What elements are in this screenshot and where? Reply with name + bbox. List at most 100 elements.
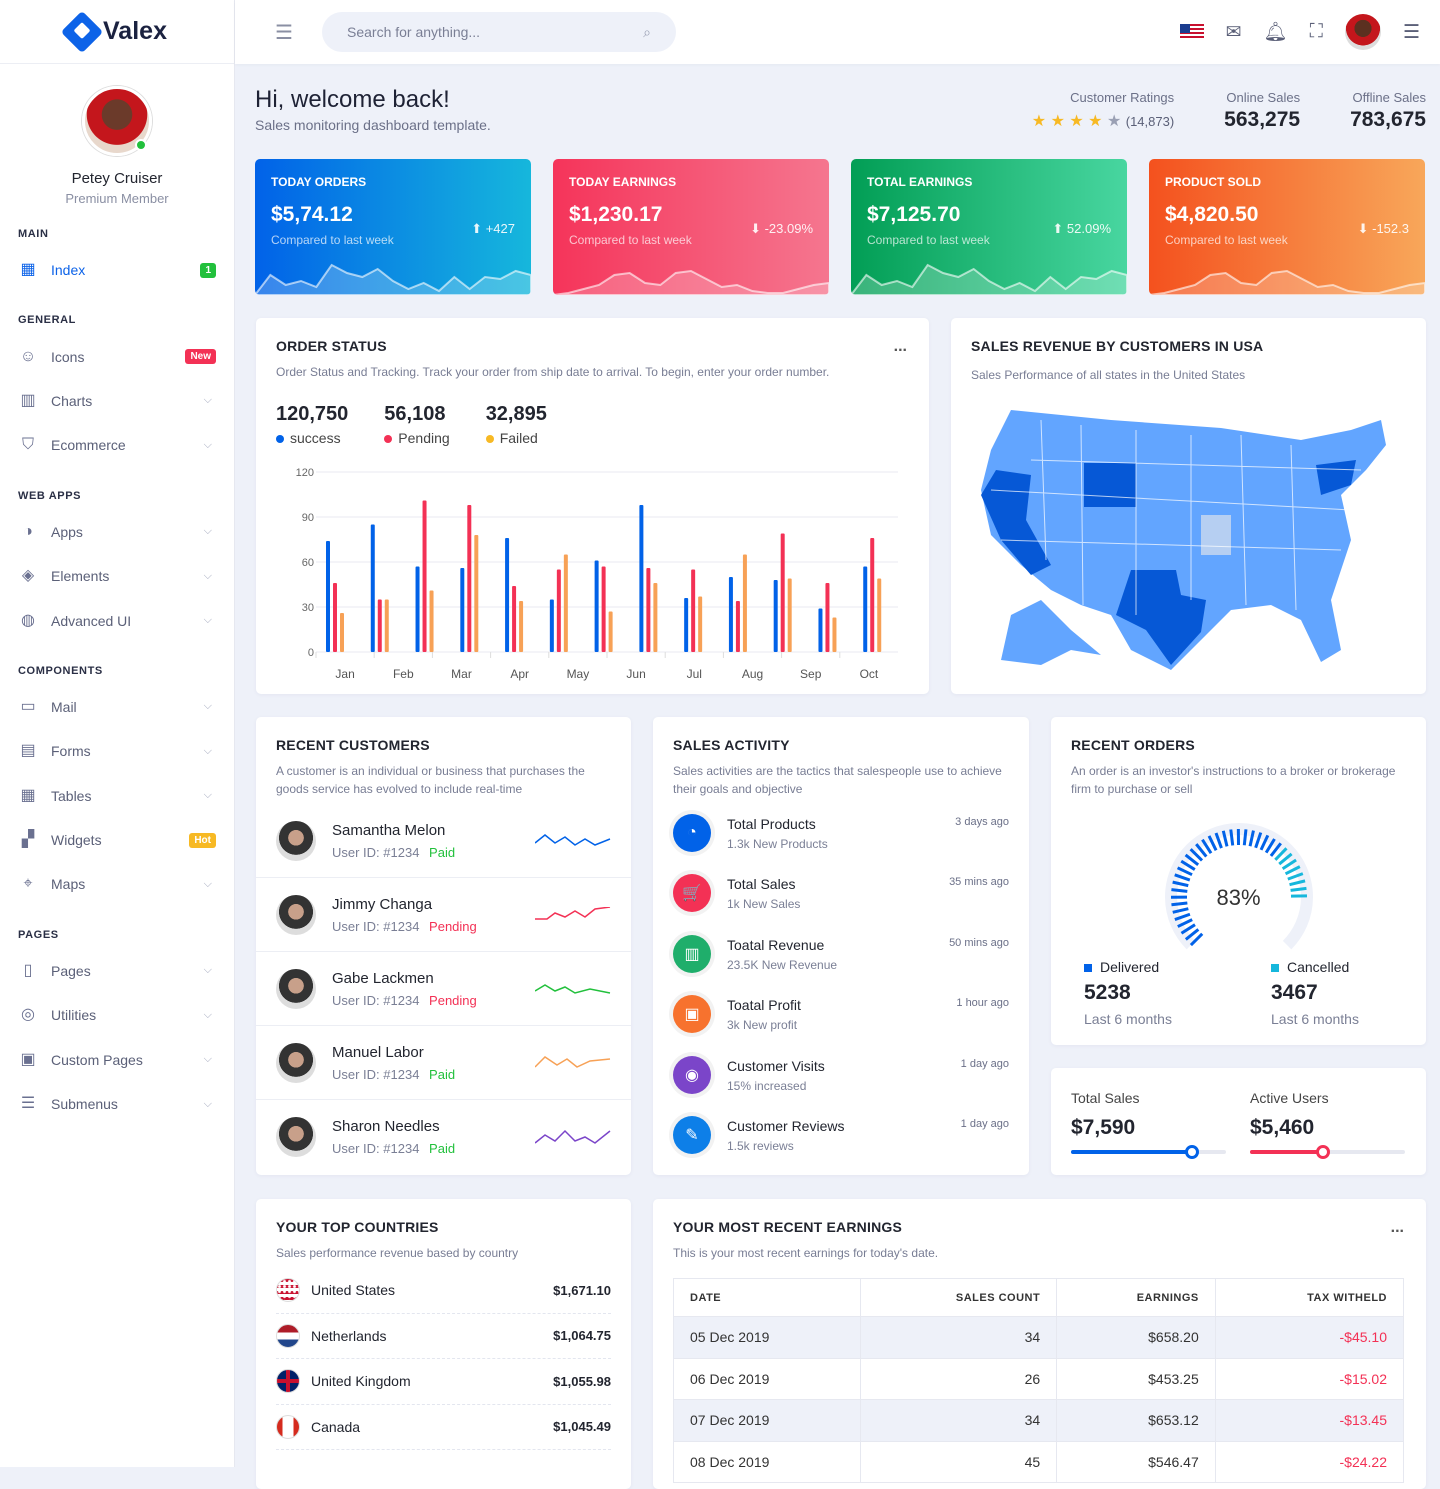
table-header[interactable]: DATE (674, 1279, 861, 1317)
sidebar-item-elements[interactable]: ◈Elements⌵ (0, 554, 234, 598)
search-input[interactable]: Search for anything... ⌕ (322, 12, 676, 52)
order-status-card: ORDER STATUS ... Order Status and Tracki… (256, 318, 929, 694)
bar-failed (474, 535, 478, 652)
payment-status: Paid (429, 1141, 455, 1156)
search-icon[interactable]: ⌕ (643, 24, 651, 41)
fullscreen-icon[interactable]: ⛶ (1310, 21, 1323, 43)
order-stat-label: Failed (486, 430, 547, 446)
menu-toggle-icon[interactable]: ☰ (275, 20, 293, 45)
search-placeholder: Search for anything... (347, 24, 480, 40)
more-options-button[interactable]: ... (1391, 1219, 1404, 1237)
sidebar-item-submenus[interactable]: ☰Submenus⌵ (0, 1082, 234, 1126)
total-sales-slider[interactable] (1071, 1150, 1226, 1154)
rating-stars: ★ ★ ★ ★ ★ (14,873) (1032, 111, 1174, 131)
usa-map[interactable] (971, 400, 1401, 680)
bar-failed (743, 555, 747, 653)
lock-icon: ▣ (18, 1051, 38, 1069)
kpi-change: ⬇ -23.09% (750, 221, 813, 237)
sidebar-item-utilities[interactable]: ◎Utilities⌵ (0, 993, 234, 1037)
sidebar-item-tables[interactable]: ▦Tables⌵ (0, 774, 234, 818)
activity-title: Customer Reviews (727, 1118, 844, 1134)
active-users-slider[interactable] (1250, 1150, 1405, 1154)
avatar[interactable] (82, 86, 152, 156)
table-cell: -$24.22 (1215, 1441, 1403, 1483)
chevron-down-icon: ⌵ (204, 439, 212, 452)
slider-handle[interactable] (1316, 1145, 1330, 1159)
mail-icon[interactable]: ✉ (1226, 21, 1242, 44)
table-header[interactable]: TAX WITHELD (1215, 1279, 1403, 1317)
bar-failed (564, 555, 568, 653)
offline-sales-value: 783,675 (1350, 108, 1426, 132)
country-row[interactable]: United Kingdom$1,055.98 (276, 1359, 611, 1405)
chevron-down-icon: ⌵ (204, 700, 212, 713)
activity-time: 50 mins ago (949, 937, 1009, 949)
card-subtitle: Order Status and Tracking. Track your or… (276, 363, 909, 381)
mail-icon: ▭ (18, 698, 38, 716)
table-cell: 34 (861, 1400, 1057, 1442)
us-flag-icon[interactable] (1180, 24, 1204, 40)
gauge-tick (1244, 829, 1246, 845)
sidebar-item-pages[interactable]: ▯Pages⌵ (0, 949, 234, 993)
sidebar-item-charts[interactable]: ▥Charts⌵ (0, 379, 234, 423)
flag-united-states-icon (276, 1278, 300, 1302)
bell-icon[interactable]: 🔔︎ (1264, 20, 1288, 44)
wallet-icon: ▣ (673, 995, 711, 1033)
sidebar-item-advanced-ui[interactable]: ◍Advanced UI⌵ (0, 598, 234, 642)
sidebar-item-maps[interactable]: ⌖Maps⌵ (0, 862, 234, 906)
total-sales-value: $7,590 (1071, 1116, 1226, 1140)
hamburger-menu-icon[interactable]: ☰ (1403, 21, 1420, 44)
header-avatar[interactable] (1345, 14, 1381, 50)
activity-time: 1 hour ago (956, 997, 1009, 1009)
x-tick-label: May (567, 667, 590, 681)
sidebar-item-apps[interactable]: ◑Apps⌵ (0, 510, 234, 554)
table-header[interactable]: SALES COUNT (861, 1279, 1057, 1317)
country-row[interactable]: United States$1,671.10 (276, 1268, 611, 1314)
country-row[interactable]: Netherlands$1,064.75 (276, 1314, 611, 1360)
logo[interactable]: Valex (0, 0, 234, 64)
more-options-button[interactable]: ... (894, 338, 907, 356)
sidebar-item-label: Elements (51, 568, 204, 584)
activity-time: 1 day ago (961, 1118, 1009, 1130)
slider-handle[interactable] (1185, 1145, 1199, 1159)
bar-pending (646, 568, 650, 652)
arrow-up-circle-icon: ⬆ (471, 221, 486, 236)
eye-icon: ◉ (673, 1056, 711, 1094)
x-tick-label: Feb (393, 667, 414, 681)
bar-success (684, 598, 688, 652)
table-header[interactable]: EARNINGS (1057, 1279, 1216, 1317)
cancelled-period: Last 6 months (1271, 1011, 1359, 1027)
bar-success (505, 538, 509, 652)
kpi-change-value: 52.09% (1067, 221, 1111, 236)
table-cell: $658.20 (1057, 1317, 1216, 1359)
legend-dot (486, 435, 494, 443)
bar-pending (467, 505, 471, 652)
sidebar-item-forms[interactable]: ▤Forms⌵ (0, 729, 234, 773)
sidebar-item-mail[interactable]: ▭Mail⌵ (0, 685, 234, 729)
country-amount: $1,055.98 (553, 1374, 611, 1389)
slider-fill (1071, 1150, 1192, 1154)
country-amount: $1,045.49 (553, 1419, 611, 1434)
table-cell: -$13.45 (1215, 1400, 1403, 1442)
table-cell: 34 (861, 1317, 1057, 1359)
order-stat-value: 120,750 (276, 403, 348, 426)
chevron-down-icon: ⌵ (204, 614, 212, 627)
country-row[interactable]: Canada$1,045.49 (276, 1405, 611, 1451)
sidebar-item-custom-pages[interactable]: ▣Custom Pages⌵ (0, 1037, 234, 1081)
sidebar-item-ecommerce[interactable]: ⛉Ecommerce⌵ (0, 423, 234, 467)
